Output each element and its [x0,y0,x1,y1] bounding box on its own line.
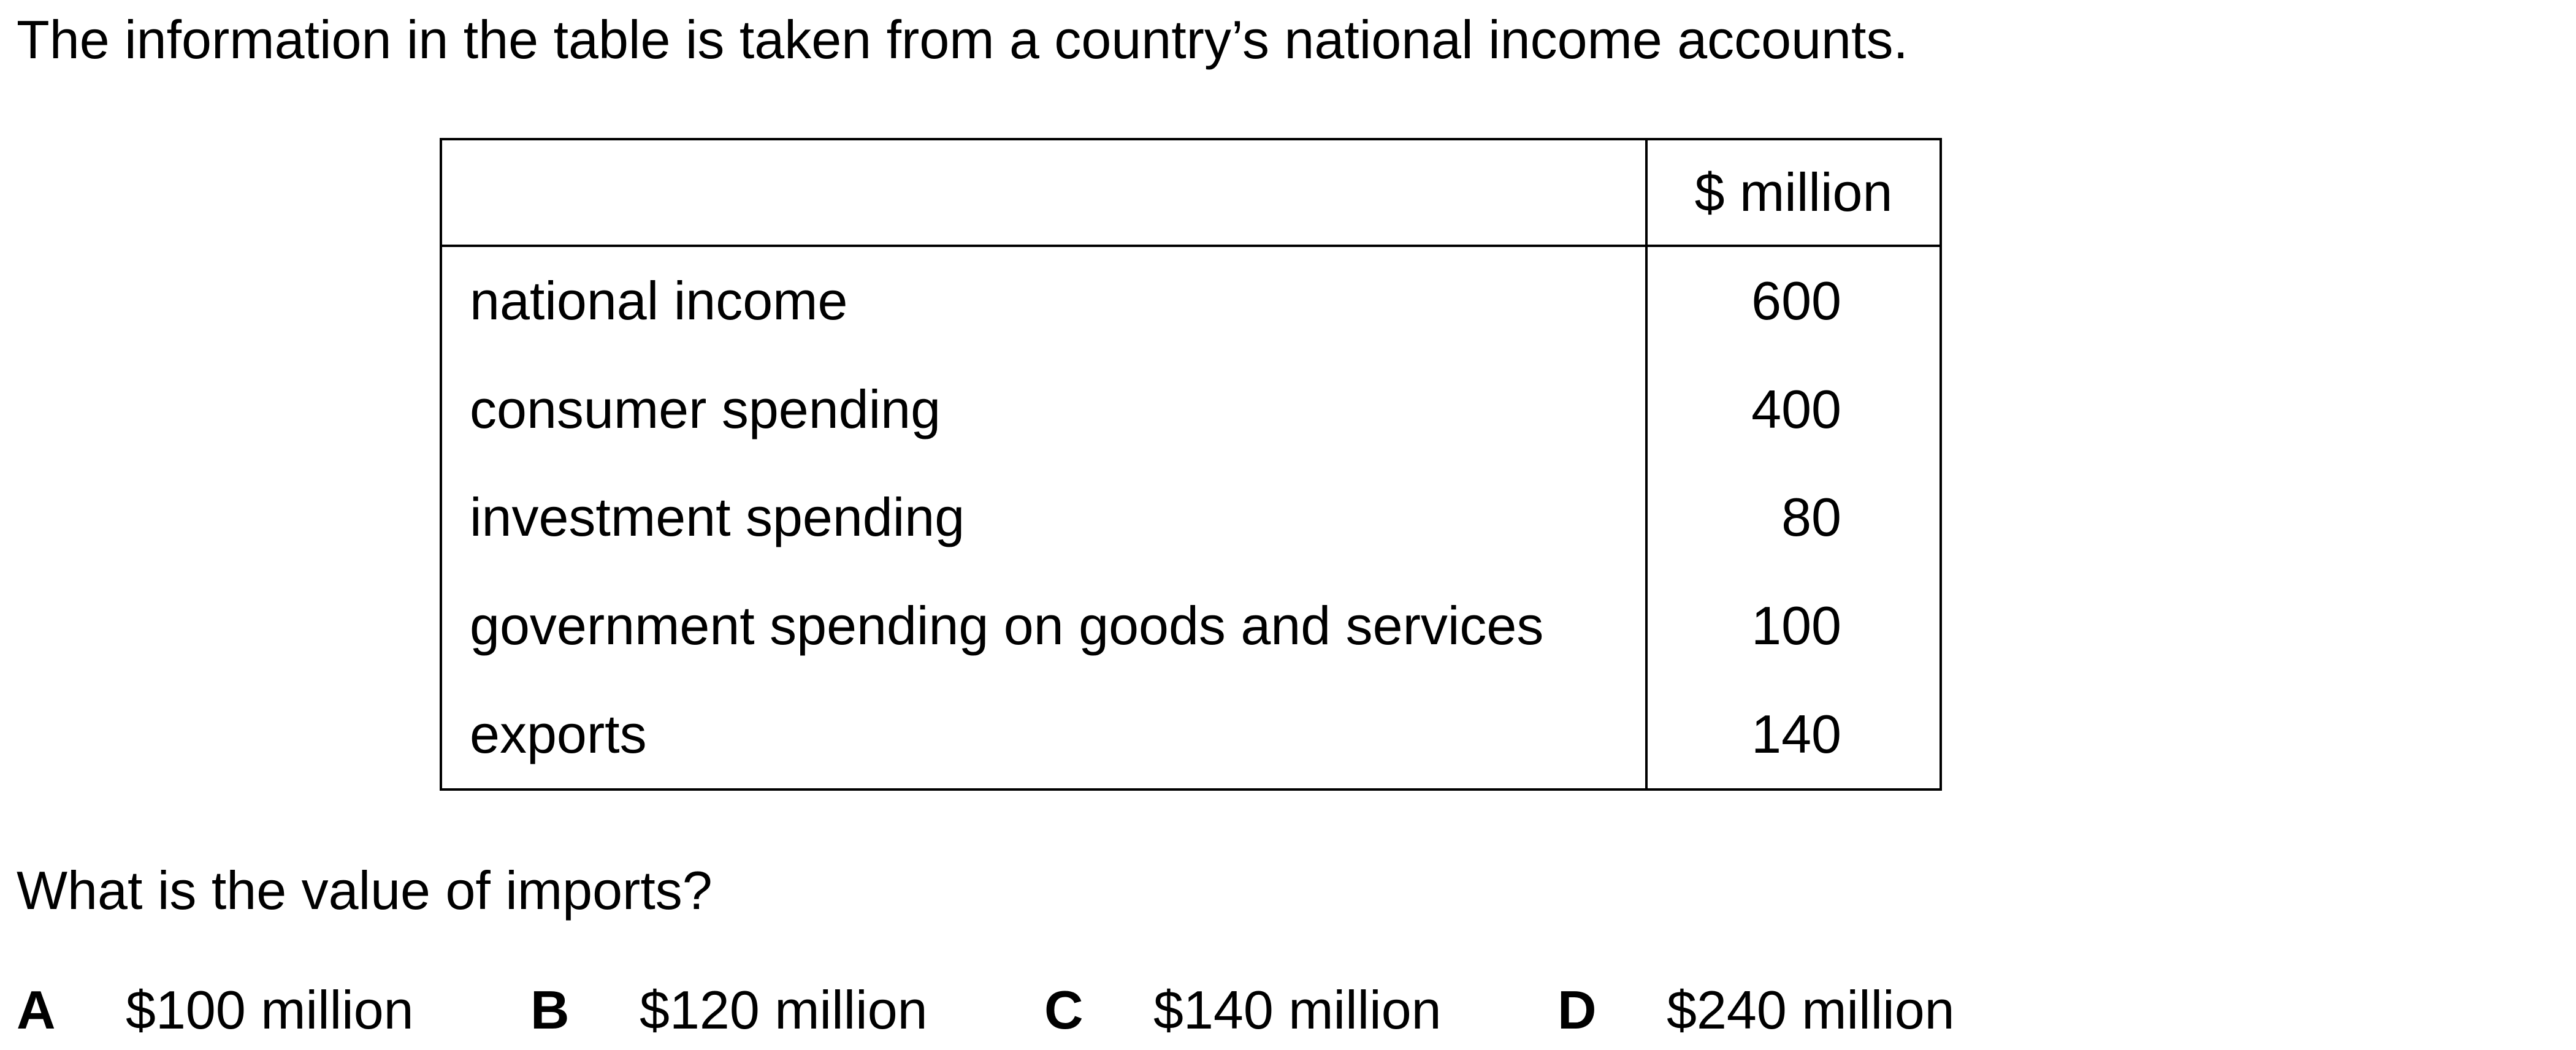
row-value: 600 [1645,246,1942,356]
table-row: investment spending 80 [440,463,1942,572]
table-row: government spending on goods and service… [440,571,1942,680]
row-label: exports [440,680,1648,791]
option-d[interactable]: D $240 million [1557,978,1955,1043]
table-row: consumer spending 400 [440,355,1942,464]
option-text: $240 million [1667,980,1955,1040]
question-text: What is the value of imports? [17,860,713,921]
option-text: $120 million [640,980,928,1040]
intro-text: The information in the table is taken fr… [17,9,1908,70]
row-value: 400 [1645,355,1942,464]
row-value: 140 [1645,680,1942,791]
option-letter: C [1044,980,1084,1040]
header-unit-cell: $ million [1645,138,1942,247]
option-letter: A [17,980,56,1040]
option-b[interactable]: B $120 million [530,978,928,1043]
row-label: investment spending [440,463,1648,572]
option-text: $140 million [1153,980,1442,1040]
row-label: national income [440,246,1648,356]
option-letter: D [1557,980,1597,1040]
option-a[interactable]: A $100 million [17,978,414,1043]
option-c[interactable]: C $140 million [1044,978,1442,1043]
table-row: national income 600 [440,246,1942,356]
option-text: $100 million [126,980,414,1040]
table-header-row: $ million [440,138,1942,247]
table-row: exports 140 [440,680,1942,791]
income-accounts-table: $ million national income 600 consumer s… [440,138,1942,791]
answer-options: A $100 million B $120 million C $140 mil… [0,978,2576,1045]
row-label: consumer spending [440,355,1648,464]
header-label-cell [440,138,1648,247]
option-letter: B [530,980,570,1040]
row-value: 80 [1645,463,1942,572]
row-label: government spending on goods and service… [440,571,1648,680]
row-value: 100 [1645,571,1942,680]
